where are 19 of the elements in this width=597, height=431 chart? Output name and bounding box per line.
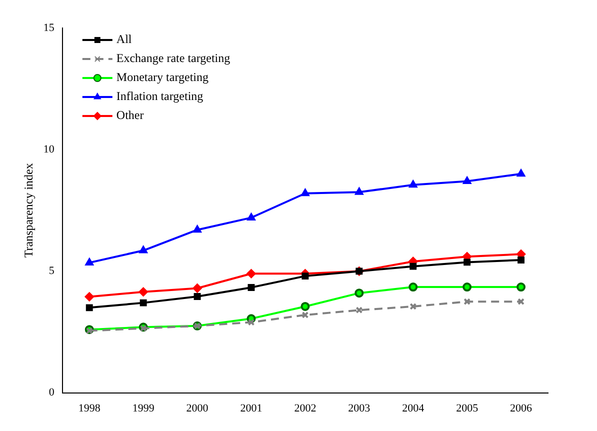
x-tick-label: 1998 xyxy=(78,402,101,414)
legend-label: All xyxy=(116,32,132,46)
x-tick-label: 2005 xyxy=(456,402,479,414)
x-tick-label: 2004 xyxy=(402,402,425,414)
y-tick-label: 0 xyxy=(48,386,55,399)
x-tick-label: 2003 xyxy=(348,402,371,414)
y-tick-label: 10 xyxy=(43,143,55,156)
legend-label: Inflation targeting xyxy=(116,89,204,104)
x-tick-label: 1999 xyxy=(132,402,155,414)
y-tick-label: 5 xyxy=(48,265,55,278)
x-tick-label: 2002 xyxy=(294,402,316,414)
y-tick-label: 15 xyxy=(43,22,55,34)
y-axis-title: Transparency index xyxy=(21,163,36,258)
legend-label: Other xyxy=(116,108,144,122)
legend-label: Monetary targeting xyxy=(116,70,208,84)
legend-label: Exchange rate targeting xyxy=(116,51,230,66)
x-tick-label: 2001 xyxy=(240,402,262,414)
x-tick-label: 2006 xyxy=(510,402,533,414)
x-tick-label: 2000 xyxy=(186,402,209,414)
